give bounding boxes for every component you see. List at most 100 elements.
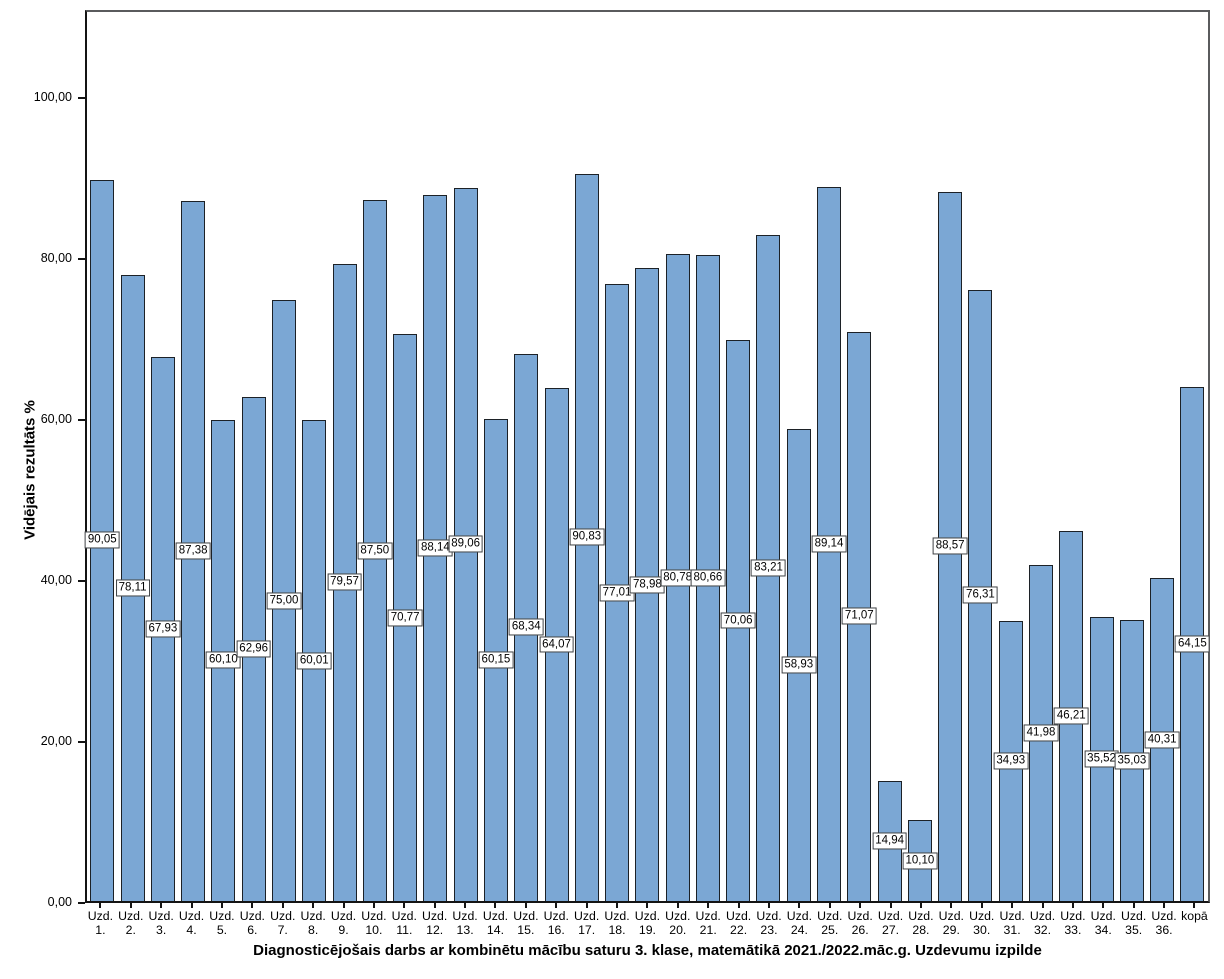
x-category-label: Uzd. 9. <box>329 909 359 938</box>
bar-slot: 60,15 <box>478 12 514 901</box>
x-category-label: Uzd. 24. <box>784 909 814 938</box>
x-tick-cell <box>359 903 389 909</box>
x-category-line: 8. <box>307 922 319 937</box>
x-category-label: Uzd. 18. <box>602 909 632 938</box>
x-category-line: Uzd. <box>847 909 873 923</box>
x-category-line: 14. <box>486 922 505 937</box>
x-tick-mark <box>1011 903 1014 908</box>
bar-value-label: 83,21 <box>751 559 786 577</box>
x-category-label: Uzd. 23. <box>754 909 784 938</box>
bar-slot: 35,52 <box>1084 12 1119 901</box>
x-tick-mark <box>1132 903 1135 908</box>
x-category-label: Uzd. 20. <box>663 909 693 938</box>
bar-slot: 79,57 <box>327 12 362 901</box>
bar-value-label: 71,07 <box>841 607 877 625</box>
x-category-line: Uzd. <box>877 909 904 923</box>
bar-slot: 87,38 <box>175 12 211 901</box>
x-category-line: 2. <box>125 922 136 937</box>
bar-slot: 68,34 <box>508 12 544 901</box>
x-category-label: Uzd. 25. <box>815 909 845 938</box>
bar-slot: 60,01 <box>296 12 332 901</box>
bar-slot: 88,14 <box>417 12 453 901</box>
x-category-label: Uzd. 4. <box>177 909 207 938</box>
x-tick-cell <box>1119 903 1149 909</box>
bar-value-label: 75,00 <box>266 592 302 610</box>
x-tick-cell <box>906 903 936 909</box>
x-category-label: Uzd. 36. <box>1149 909 1179 938</box>
x-category-line: 6. <box>247 922 258 937</box>
x-category-line: 21. <box>699 922 717 937</box>
x-category-line: Uzd. <box>391 909 417 923</box>
bar-slot: 40,31 <box>1144 12 1180 901</box>
x-tick-cell <box>876 903 906 909</box>
x-tick-cell <box>389 903 419 909</box>
y-tick-label: 80,00 <box>40 251 72 266</box>
x-category-line: Uzd. <box>361 909 387 923</box>
x-tick-mark <box>1071 903 1074 908</box>
x-tick-mark <box>494 903 497 908</box>
x-category-line: Uzd. <box>634 909 661 923</box>
bar-slot: 89,14 <box>811 12 847 901</box>
chart-title: Diagnosticējošais darbs ar kombinētu māc… <box>253 942 1042 959</box>
x-category-label: Uzd. 7. <box>268 909 298 938</box>
x-tick-mark <box>342 903 345 908</box>
x-tick-cell <box>754 903 784 909</box>
x-category-line: Uzd. <box>543 909 569 923</box>
x-tick-cell <box>146 903 176 909</box>
x-category-label: Uzd. 30. <box>967 909 997 938</box>
bar-slot: 35,03 <box>1114 12 1150 901</box>
y-tick-label: 20,00 <box>40 734 72 749</box>
x-category-line: 36. <box>1155 922 1173 937</box>
x-category-line: 27. <box>881 922 900 937</box>
x-tick-cell <box>207 903 237 909</box>
x-tick-mark <box>524 903 527 908</box>
x-category-line: Uzd. <box>118 909 144 923</box>
x-category-line: 34. <box>1094 922 1112 937</box>
x-tick-cell <box>1028 903 1058 909</box>
x-tick-mark <box>1041 903 1044 908</box>
bar-slot: 83,21 <box>751 12 786 901</box>
x-category-line: Uzd. <box>938 909 964 923</box>
x-tick-cell <box>1058 903 1088 909</box>
x-tick-cell <box>116 903 146 909</box>
bar-slot: 89,06 <box>448 12 484 901</box>
bar-slot: 14,94 <box>872 12 907 901</box>
y-tick-label: 100,00 <box>33 90 72 105</box>
bar-value-label: 88,14 <box>417 539 453 557</box>
x-category-label: Uzd. 17. <box>572 909 602 938</box>
x-category-line: Uzd. <box>817 909 843 923</box>
x-category-line: 4. <box>186 922 197 937</box>
y-tick-mark <box>78 741 85 744</box>
x-category-line: Uzd. <box>1029 909 1056 923</box>
bar-value-label: 46,21 <box>1053 707 1089 725</box>
bars-row: 90,05 78,11 67,93 87,38 60,10 62,96 75,00 60,01… <box>84 12 1210 901</box>
y-tick-mark <box>78 902 85 904</box>
x-tick-cell <box>268 903 298 909</box>
x-category-label: Uzd. 27. <box>876 909 906 938</box>
bar-value-label: 41,98 <box>1023 724 1059 742</box>
x-tick-mark <box>737 903 740 908</box>
x-tick-cell <box>784 903 814 909</box>
bar-value-label: 87,50 <box>357 542 393 560</box>
bar-slot: 90,83 <box>569 12 605 901</box>
x-tick-cell <box>298 903 328 909</box>
y-tick-label: 40,00 <box>40 573 72 588</box>
bar-value-label: 80,66 <box>690 569 726 587</box>
x-category-line: Uzd. <box>513 909 539 923</box>
x-category-line: Uzd. <box>1121 909 1147 923</box>
x-tick-mark <box>1193 903 1196 908</box>
bar-slot: 67,93 <box>145 12 181 901</box>
x-tick-mark <box>129 903 132 908</box>
x-category-line: 12. <box>426 922 444 937</box>
x-category-label: Uzd. 26. <box>845 909 875 938</box>
x-tick-mark <box>950 903 953 908</box>
bar-slot: 77,01 <box>599 12 635 901</box>
bar-value-label: 70,06 <box>720 611 756 629</box>
x-category-label: Uzd. 16. <box>541 909 571 938</box>
x-category-label: Uzd. 11. <box>389 909 419 938</box>
x-tick-mark <box>281 903 284 908</box>
x-category-line: 31. <box>1003 922 1021 937</box>
x-tick-cell <box>572 903 602 909</box>
bar-slot: 78,11 <box>115 12 150 901</box>
y-tick-label: 60,00 <box>40 412 72 427</box>
